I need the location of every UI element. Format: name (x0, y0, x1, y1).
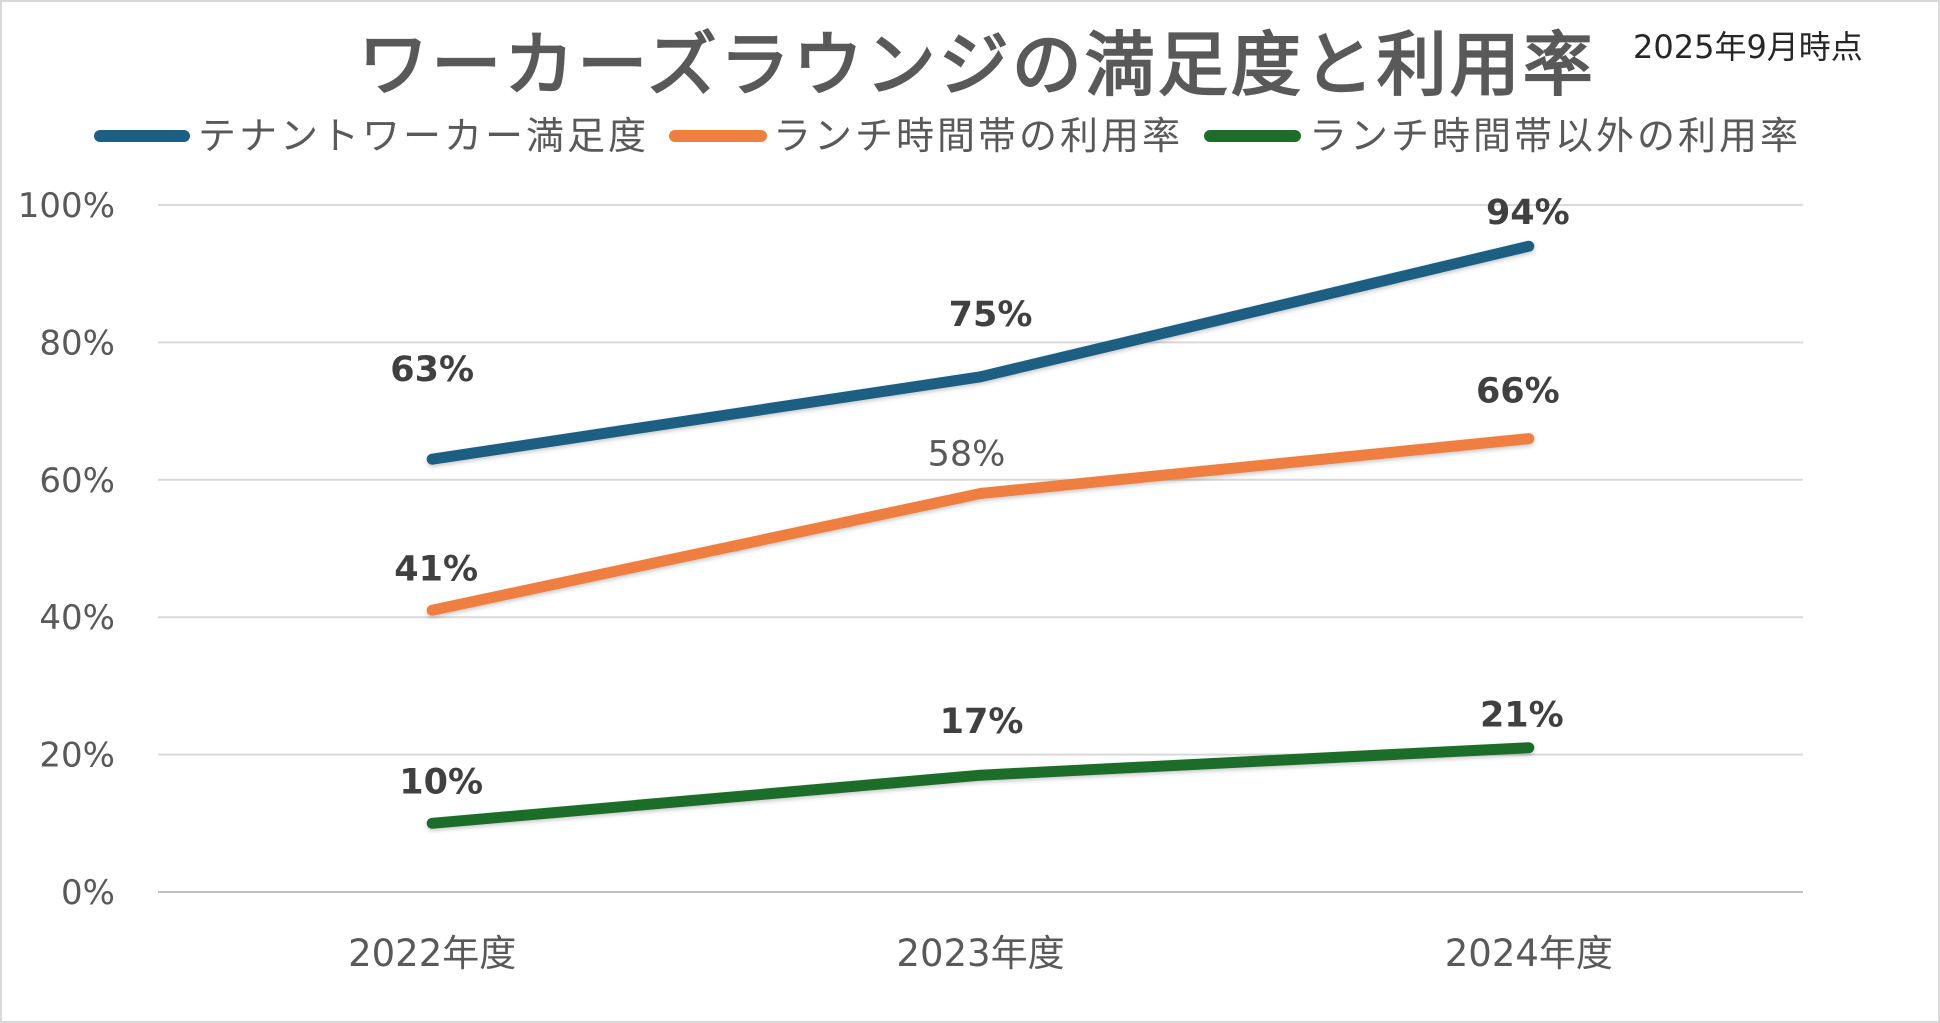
y-tick-label-60: 60% (39, 461, 115, 501)
data-label-non-lunch-usage-3: 21% (1480, 696, 1564, 736)
y-tick-label-0: 0% (61, 873, 115, 913)
legend-label-satisfaction: テナントワーカー満足度 (198, 114, 649, 158)
data-label-non-lunch-usage-1: 10% (399, 762, 483, 802)
series-lines (426, 240, 1535, 829)
data-label-lunch-usage-1: 41% (394, 549, 478, 589)
data-label-satisfaction-3: 94% (1486, 193, 1570, 233)
data-label-satisfaction-1: 63% (390, 350, 474, 390)
data-label-non-lunch-usage-2: 17% (940, 702, 1024, 742)
x-tick-label-3: 2024年度 (1445, 932, 1613, 975)
legend-item-satisfaction: テナントワーカー満足度 (94, 114, 649, 158)
y-tick-label-20: 20% (39, 736, 115, 776)
legend-item-lunch-usage: ランチ時間帯の利用率 (669, 114, 1183, 158)
chart-title: ワーカーズラウンジの満足度と利用率 (358, 24, 1596, 106)
series-line-satisfaction (426, 240, 1535, 465)
x-axis: 2022年度 2023年度 2024年度 (348, 932, 1613, 975)
chart-annotation: 2025年9月時点 (1633, 28, 1863, 66)
x-tick-label-2: 2023年度 (896, 932, 1064, 975)
series-line-lunch-usage (426, 433, 1535, 616)
y-axis: 0% 20% 40% 60% 80% 100% (18, 186, 115, 913)
y-tick-label-40: 40% (39, 598, 115, 638)
data-label-satisfaction-2: 75% (949, 295, 1033, 335)
y-tick-label-80: 80% (39, 323, 115, 363)
y-tick-label-100: 100% (18, 186, 115, 226)
gridlines (158, 204, 1803, 893)
legend: テナントワーカー満足度 ランチ時間帯の利用率 ランチ時間帯以外の利用率 (94, 114, 1801, 158)
legend-label-non-lunch-usage: ランチ時間帯以外の利用率 (1309, 114, 1801, 158)
legend-item-non-lunch-usage: ランチ時間帯以外の利用率 (1204, 114, 1801, 158)
x-tick-label-1: 2022年度 (348, 932, 516, 975)
data-label-lunch-usage-2: 58% (928, 435, 1006, 475)
series-line-non-lunch-usage (426, 742, 1535, 829)
data-label-lunch-usage-3: 66% (1476, 372, 1560, 412)
data-labels: 63% 75% 94% 41% 58% 66% 10% 17% 21% (390, 193, 1569, 802)
legend-label-lunch-usage: ランチ時間帯の利用率 (773, 114, 1183, 158)
